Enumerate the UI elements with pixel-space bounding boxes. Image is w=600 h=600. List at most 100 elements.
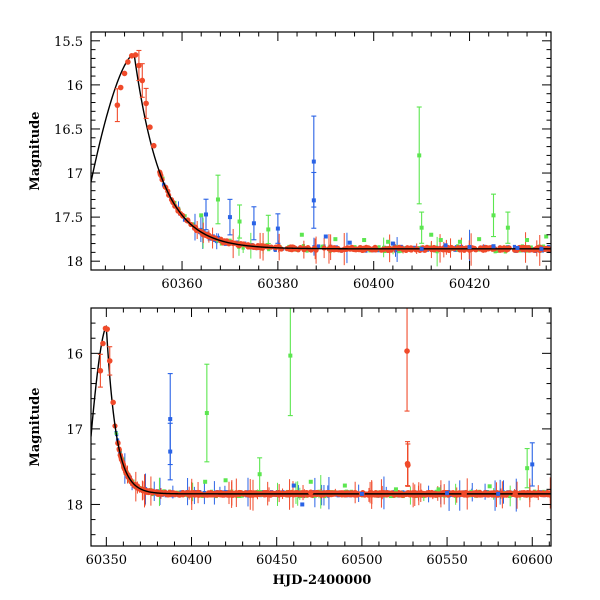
data-point-red [405, 462, 411, 468]
data-point-blue [204, 212, 208, 217]
x-tick-label-bottom: 60500 [341, 553, 382, 568]
data-point-red [147, 124, 153, 130]
y-tick-label-top: 15.5 [54, 35, 83, 50]
data-point-green [544, 234, 549, 239]
data-point-green [328, 249, 332, 254]
data-point-blue [377, 249, 381, 253]
data-point-blue [275, 226, 280, 231]
data-point-red [404, 348, 410, 354]
data-point-green [203, 479, 208, 484]
data-point-green [487, 484, 492, 489]
data-point-green [216, 239, 220, 243]
data-point-green [436, 487, 441, 492]
y-tick-label-bottom: 18 [66, 498, 83, 513]
chart-panel-top: 60360 60380 60400 60420 15.5 16 16.5 17 17.5 18 [54, 31, 552, 292]
model-curve [91, 53, 551, 250]
data-point-blue [515, 245, 520, 250]
data-point-red [408, 245, 415, 251]
data-point-red [114, 102, 121, 108]
data-point-green [491, 213, 496, 218]
data-point-red [386, 247, 392, 253]
x-axis-label: HJD-2400000 [273, 573, 372, 588]
y-tick-label-bottom: 16 [66, 347, 83, 362]
data-point-red [132, 52, 139, 58]
data-point-blue [419, 246, 424, 251]
data-point-red [150, 142, 157, 149]
x-tick-label-top: 60400 [353, 277, 394, 292]
data-point-green [241, 246, 245, 250]
data-point-green [266, 227, 271, 232]
x-tick-label-bottom: 60550 [426, 553, 467, 568]
data-point-red [433, 492, 439, 498]
data-point-green [493, 250, 497, 254]
data-point-green [457, 239, 462, 244]
data-point-green [320, 244, 324, 248]
x-tick-label-bottom: 60600 [512, 553, 553, 568]
data-point-red [373, 247, 379, 253]
data-point-red [540, 492, 546, 498]
data-point-red [343, 491, 349, 498]
data-point-green [204, 411, 209, 416]
data-point-green [308, 479, 313, 484]
data-point-green [505, 225, 510, 230]
data-point-red [290, 244, 296, 250]
data-point-red [413, 247, 419, 253]
x-tick-label-bottom: 60350 [86, 553, 127, 568]
data-point-red [100, 340, 106, 347]
model-curve [91, 324, 551, 495]
data-point-green [429, 232, 434, 237]
data-point-green [333, 237, 338, 242]
data-point-blue [311, 198, 316, 203]
data-point-red [213, 490, 220, 496]
data-point-red [104, 326, 110, 332]
x-tick-label-top: 60380 [257, 277, 298, 292]
data-point-red [307, 489, 314, 496]
data-point-red [121, 70, 128, 77]
data-point-green [525, 238, 530, 243]
data-point-red [457, 247, 463, 253]
data-point-green [397, 249, 401, 254]
data-point-blue [445, 491, 450, 496]
data-point-green [228, 238, 232, 242]
x-tick-label-top: 60360 [161, 277, 202, 292]
data-point-red [335, 490, 341, 496]
data-point-green [525, 466, 530, 471]
data-point-green [299, 232, 304, 237]
data-point-blue [347, 240, 352, 245]
data-point-red [427, 490, 433, 496]
x-tick-label-bottom: 60450 [256, 553, 297, 568]
data-point-red [401, 492, 407, 498]
data-point-green [508, 494, 512, 498]
data-point-blue [491, 244, 496, 249]
data-point-green [388, 494, 393, 499]
data-point-blue [216, 235, 221, 240]
data-point-green [435, 250, 439, 254]
plot-area-bottom [91, 308, 551, 512]
data-point-red [322, 490, 329, 496]
data-point-green [288, 353, 293, 358]
y-tick-label-top: 17.5 [54, 211, 83, 226]
data-point-green [393, 487, 398, 492]
plot-frame-top [90, 31, 552, 271]
y-tick-label-top: 16.5 [54, 123, 83, 138]
data-point-blue [300, 502, 305, 507]
data-point-green [495, 249, 499, 253]
data-point-red [139, 77, 146, 84]
data-point-red [501, 245, 507, 251]
data-point-blue [496, 491, 501, 496]
plot-area-top [91, 49, 551, 267]
data-point-red [522, 247, 528, 253]
data-point-green [477, 237, 482, 242]
data-point-blue [311, 159, 316, 164]
data-point-red [110, 399, 116, 406]
plot-frame-bottom [90, 307, 552, 547]
data-point-blue [323, 234, 328, 239]
data-point-red [350, 490, 356, 496]
data-point-red [356, 247, 362, 253]
data-point-green [267, 248, 271, 252]
y-axis-label-bottom: Magnitude [28, 387, 43, 466]
data-point-green [362, 238, 367, 243]
data-point-red [125, 59, 131, 65]
data-point-blue [227, 215, 232, 220]
